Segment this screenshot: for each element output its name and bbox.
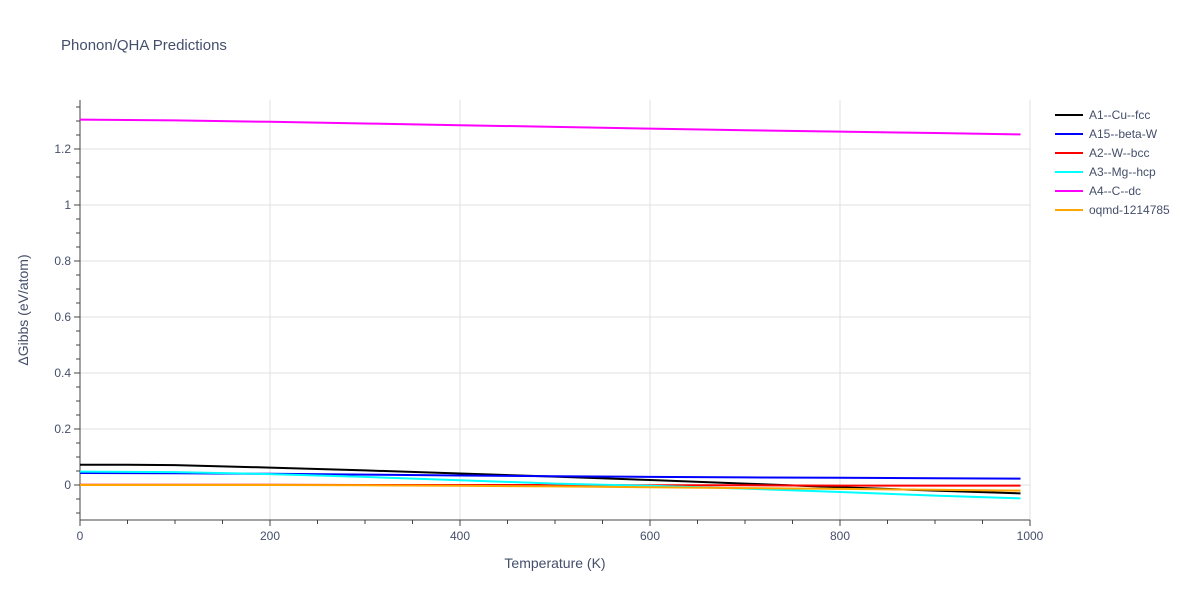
- legend-item[interactable]: A2--W--bcc: [1055, 146, 1149, 160]
- legend-label: A1--Cu--fcc: [1089, 108, 1150, 122]
- y-tick-label: 0.6: [54, 310, 71, 324]
- legend-item[interactable]: A3--Mg--hcp: [1055, 165, 1156, 179]
- x-tick-label: 800: [830, 529, 850, 543]
- legend-label: A4--C--dc: [1089, 184, 1141, 198]
- x-tick-label: 600: [640, 529, 660, 543]
- grid: [80, 100, 1031, 520]
- legend[interactable]: A1--Cu--fcc A15--beta-W A2--W--bcc A3--Mg--…: [1055, 108, 1170, 217]
- legend-item[interactable]: A4--C--dc: [1055, 184, 1141, 198]
- axes: 0 200 400 600 800 1000 0 0.2 0.4 0.6 0.8 1 1.2: [54, 100, 1044, 543]
- x-tick-label: 1000: [1017, 529, 1044, 543]
- y-tick-label: 0.2: [54, 422, 71, 436]
- legend-label: oqmd-1214785: [1089, 203, 1170, 217]
- legend-item[interactable]: A15--beta-W: [1055, 127, 1158, 141]
- legend-item[interactable]: oqmd-1214785: [1055, 203, 1170, 217]
- legend-label: A15--beta-W: [1089, 127, 1158, 141]
- y-axis-label: ΔGibbs (eV/atom): [15, 254, 31, 365]
- x-tick-label: 200: [260, 529, 280, 543]
- series-line: [79, 470, 1021, 500]
- y-tick-label: 0: [64, 478, 71, 492]
- legend-label: A3--Mg--hcp: [1089, 165, 1156, 179]
- legend-item[interactable]: A1--Cu--fcc: [1055, 108, 1150, 122]
- series-line: [80, 484, 1021, 492]
- y-tick-label: 1.2: [54, 142, 71, 156]
- y-tick-label: 1: [64, 198, 71, 212]
- series-line: [79, 118, 1021, 136]
- x-tick-label: 400: [450, 529, 470, 543]
- x-axis-label: Temperature (K): [504, 555, 605, 571]
- x-tick-label: 0: [77, 529, 84, 543]
- y-tick-label: 0.4: [54, 366, 71, 380]
- legend-label: A2--W--bcc: [1089, 146, 1149, 160]
- y-tick-label: 0.8: [54, 254, 71, 268]
- series-lines: [79, 118, 1021, 500]
- chart-title: Phonon/QHA Predictions: [61, 37, 227, 54]
